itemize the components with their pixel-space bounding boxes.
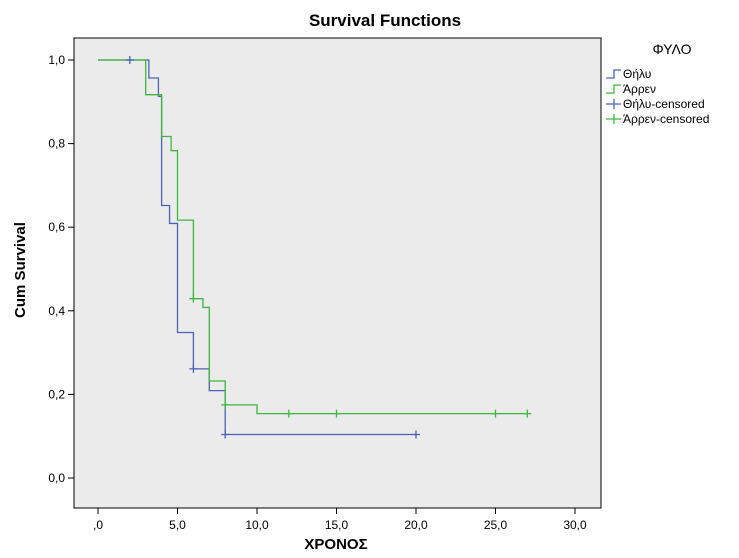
legend-swatch [606,99,621,109]
legend-label: Θήλυ [623,67,651,81]
censored-marker [221,400,230,409]
censored-marker [125,56,134,64]
censored-marker [189,294,198,303]
censored-marker [491,409,500,418]
censored-marker [332,409,341,418]
x-axis-label: ΧΡΟΝΟΣ [304,536,367,553]
y-tick-label: 1,0 [48,53,65,67]
x-tick-label: 5,0 [169,518,186,532]
y-axis: 0,0 0,2 0,4 0,6 0,8 1,0 [48,38,75,508]
legend-label: Άρρεν-censored [623,112,709,126]
series-layer [98,56,532,439]
legend-label: Θήλυ-censored [623,97,705,111]
series-line-Θήλυ [98,59,416,436]
x-tick-label: ,0 [93,518,103,532]
legend-swatch [606,114,621,124]
x-tick-label: 25,0 [484,518,508,532]
censored-marker [412,430,420,439]
y-tick-label: 0,4 [48,304,65,318]
censored-marker [189,364,198,373]
legend-label: Άρρεν [623,82,656,96]
censored-marker [523,409,532,418]
legend-swatch [606,69,621,79]
plot-area [73,37,602,509]
x-tick-label: 10,0 [245,518,269,532]
y-tick-label: 0,6 [48,220,65,234]
y-tick-label: 0,2 [48,387,65,401]
x-tick-label: 15,0 [325,518,349,532]
legend-swatch [606,84,621,94]
y-axis-label: Cum Survival [12,222,29,318]
censored-marker [284,409,293,418]
x-tick-label: 20,0 [404,518,428,532]
x-axis: ,0 5,0 10,0 15,0 20,0 25,0 30,0 [74,507,601,532]
censored-marker [221,430,230,439]
legend-title: ΦΥΛΟ [653,41,692,57]
y-tick-label: 0,0 [48,471,65,485]
y-tick-label: 0,8 [48,137,65,151]
x-tick-label: 30,0 [563,518,587,532]
chart-title: Survival Functions [309,11,461,30]
